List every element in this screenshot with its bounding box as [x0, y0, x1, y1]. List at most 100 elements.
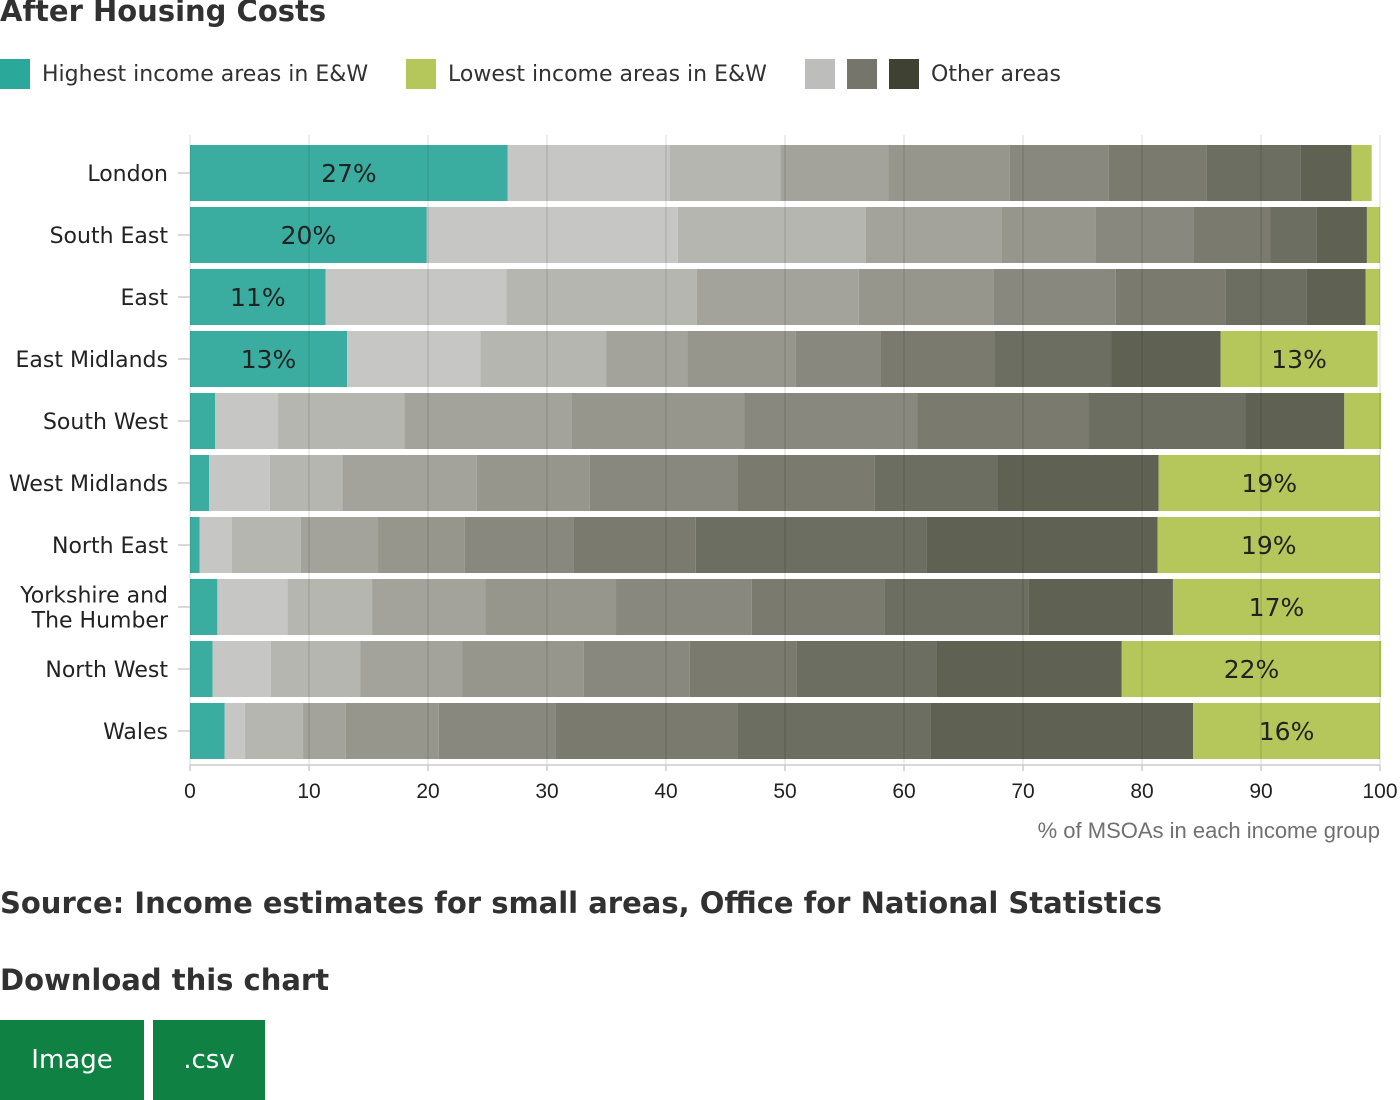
- bar-segment-1-0: [190, 207, 427, 263]
- bar-segment-8-1: [212, 641, 271, 697]
- bar-segment-6-3: [300, 517, 379, 573]
- bar-segment-7-5: [616, 579, 752, 635]
- bar-segment-9-0: [190, 703, 225, 759]
- bar-segment-8-9: [1121, 641, 1382, 697]
- bar-segment-4-3: [404, 393, 572, 449]
- bar-segment-6-1: [199, 517, 232, 573]
- bar-segment-4-5: [744, 393, 918, 449]
- bar-segment-3-7: [994, 331, 1112, 387]
- bar-segment-6-7: [695, 517, 927, 573]
- bar-segment-9-2: [244, 703, 304, 759]
- bar-segment-7-6: [751, 579, 885, 635]
- bar-segment-0-9: [1351, 145, 1372, 201]
- category-label-9: Wales: [103, 720, 168, 745]
- bar-segment-5-8: [998, 455, 1159, 511]
- bar-segment-8-8: [936, 641, 1122, 697]
- bar-segment-6-5: [464, 517, 574, 573]
- category-label-8: North West: [45, 658, 168, 683]
- bar-segment-6-4: [378, 517, 465, 573]
- download-image-button[interactable]: Image: [0, 1020, 144, 1100]
- bar-segment-6-9: [1157, 517, 1380, 573]
- bar-segment-3-6: [880, 331, 995, 387]
- bar-segment-1-1: [426, 207, 678, 263]
- bar-segment-9-7: [737, 703, 931, 759]
- bar-segment-4-9: [1344, 393, 1382, 449]
- category-label-1: South East: [50, 224, 169, 249]
- x-tick-label-7: 70: [1011, 780, 1034, 803]
- bar-segment-3-9: [1220, 331, 1378, 387]
- bar-segment-9-3: [303, 703, 346, 759]
- bar-segment-8-5: [583, 641, 690, 697]
- data-label-8: 22%: [1224, 655, 1280, 684]
- bar-segment-8-6: [689, 641, 797, 697]
- source-note: Source: Income estimates for small areas…: [0, 886, 1163, 920]
- bar-segment-2-1: [325, 269, 507, 325]
- bar-segment-2-2: [506, 269, 697, 325]
- data-label-4: 13%: [1271, 345, 1327, 374]
- bar-segment-0-1: [507, 145, 670, 201]
- bar-segment-7-0: [190, 579, 218, 635]
- data-label-6: 19%: [1241, 531, 1297, 560]
- data-label-9: 16%: [1259, 717, 1315, 746]
- bar-segment-2-9: [1365, 269, 1380, 325]
- bar-segment-5-1: [209, 455, 270, 511]
- data-label-2: 11%: [230, 283, 286, 312]
- legend-swatch-highest: [0, 59, 30, 89]
- x-tick-label-10: 100: [1362, 780, 1397, 803]
- x-tick-label-4: 40: [654, 780, 677, 803]
- chart-title: After Housing Costs: [0, 0, 327, 28]
- bar-segment-3-4: [687, 331, 796, 387]
- bar-segment-2-8: [1306, 269, 1366, 325]
- bar-segment-8-4: [462, 641, 584, 697]
- bar-segment-9-5: [438, 703, 556, 759]
- bar-segment-5-7: [874, 455, 999, 511]
- data-label-7: 17%: [1249, 593, 1305, 622]
- bar-segment-3-3: [606, 331, 688, 387]
- bar-segment-9-8: [930, 703, 1194, 759]
- bar-segment-0-2: [669, 145, 781, 201]
- legend-label-highest: Highest income areas in E&W: [42, 62, 369, 87]
- download-csv-button[interactable]: .csv: [153, 1020, 265, 1100]
- category-label-2: East: [121, 286, 169, 311]
- data-label-3: 13%: [241, 345, 297, 374]
- bar-segment-9-4: [345, 703, 439, 759]
- bar-segment-0-3: [780, 145, 889, 201]
- x-tick-label-9: 90: [1249, 780, 1272, 803]
- bar-segment-8-2: [270, 641, 361, 697]
- category-label-6: North East: [52, 534, 168, 559]
- bar-segment-7-9: [1172, 579, 1380, 635]
- bar-segment-5-6: [737, 455, 875, 511]
- stacked-bar-chart: London South East East East Midlands South W…: [9, 135, 1398, 843]
- category-label-5: West Midlands: [9, 472, 168, 497]
- bar-segment-7-7: [884, 579, 1029, 635]
- x-tick-label-5: 50: [773, 780, 796, 803]
- x-tick-label-0: 0: [184, 780, 196, 803]
- bar-segment-4-7: [1088, 393, 1246, 449]
- bar-segment-2-6: [1115, 269, 1226, 325]
- bar-segment-7-2: [287, 579, 373, 635]
- bar-segment-5-5: [589, 455, 738, 511]
- bar-segment-3-8: [1111, 331, 1221, 387]
- bar-segment-2-5: [993, 269, 1116, 325]
- bar-segment-6-0: [190, 517, 200, 573]
- bar-segment-4-0: [190, 393, 215, 449]
- bar-segment-5-3: [342, 455, 477, 511]
- bar-segment-4-6: [917, 393, 1089, 449]
- bar-segment-7-1: [217, 579, 288, 635]
- bar-segment-0-5: [1009, 145, 1109, 201]
- download-heading: Download this chart: [0, 963, 330, 997]
- legend-swatch-lowest: [406, 59, 436, 89]
- bar-segment-5-0: [190, 455, 210, 511]
- category-label-7-line-0: Yorkshire and: [19, 584, 168, 609]
- bar-segment-7-3: [372, 579, 486, 635]
- bar-segment-2-0: [190, 269, 326, 325]
- bar-segment-6-8: [926, 517, 1158, 573]
- x-tick-label-2: 20: [416, 780, 439, 803]
- bar-segment-8-3: [360, 641, 463, 697]
- bar-segment-8-0: [190, 641, 213, 697]
- x-tick-label-8: 80: [1130, 780, 1153, 803]
- bar-segment-0-0: [190, 145, 508, 201]
- data-label-5: 19%: [1242, 469, 1298, 498]
- x-tick-label-3: 30: [535, 780, 558, 803]
- bar-segment-3-5: [795, 331, 881, 387]
